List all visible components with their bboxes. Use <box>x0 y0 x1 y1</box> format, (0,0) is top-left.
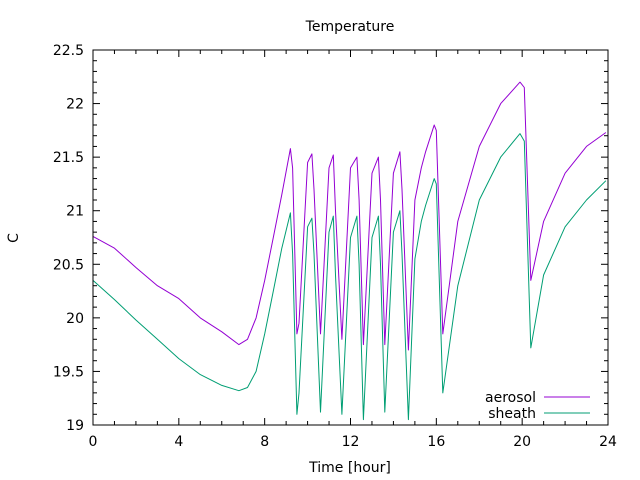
y-tick-label: 20.5 <box>53 257 84 273</box>
y-tick-label: 19.5 <box>53 364 84 380</box>
y-tick-label: 21 <box>66 204 84 220</box>
y-tick-label: 19 <box>66 418 84 434</box>
series-line-aerosol <box>92 81 607 351</box>
x-tick-label: 0 <box>89 434 98 450</box>
x-tick-label: 20 <box>513 434 531 450</box>
x-tick-label: 16 <box>427 434 445 450</box>
legend-label-sheath: sheath <box>488 406 536 422</box>
y-tick-label: 22 <box>66 97 84 113</box>
x-tick-label: 12 <box>342 434 360 450</box>
chart-title: Temperature <box>305 19 395 35</box>
x-tick-label: 24 <box>599 434 617 450</box>
x-tick-label: 8 <box>260 434 269 450</box>
x-axis-title: Time [hour] <box>308 460 391 476</box>
y-axis-title: C <box>6 233 22 243</box>
series-line-sheath <box>92 133 607 421</box>
y-tick-label: 22.5 <box>53 43 84 59</box>
plot-frame <box>92 49 609 426</box>
y-tick-label: 21.5 <box>53 150 84 166</box>
series-layer <box>92 81 607 421</box>
y-tick-label: 20 <box>66 311 84 327</box>
x-tick-label: 4 <box>174 434 183 450</box>
legend-label-aerosol: aerosol <box>485 390 536 406</box>
ticks-layer: 0 4 8 12 16 20 24 19 19.5 20 20.5 21 21.5 22 22.5 <box>53 43 617 450</box>
